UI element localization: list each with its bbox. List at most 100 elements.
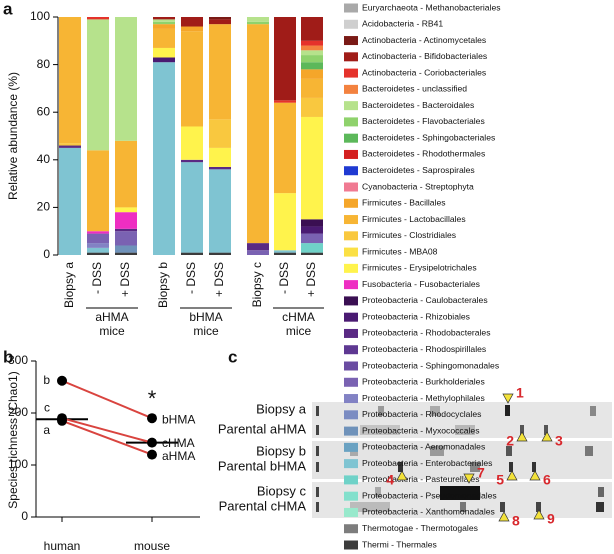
- point-label: b: [43, 373, 50, 387]
- legend-label: Bacteroidetes - unclassified: [362, 84, 467, 94]
- pair-line: [61, 417, 153, 444]
- band-marker: [396, 470, 408, 481]
- bar-segment: [115, 207, 137, 213]
- band-marker: [516, 431, 528, 442]
- band-number: 9: [547, 511, 555, 527]
- bar-segment: [209, 169, 231, 253]
- point-label: bHMA: [162, 412, 195, 426]
- legend-label: Proteobacteria - Burkholderiales: [362, 377, 485, 387]
- bar-segment: [301, 69, 323, 79]
- legend-swatch: [344, 280, 358, 290]
- legend-swatch: [344, 3, 358, 13]
- point-label: cHMA: [162, 436, 195, 450]
- legend-swatch: [344, 182, 358, 192]
- legend-label: Proteobacteria - Rhizobiales: [362, 311, 470, 321]
- bar-segment: [115, 245, 137, 253]
- legend-swatch: [344, 247, 358, 257]
- bar-segment: [153, 57, 175, 63]
- legend-swatch: [344, 540, 358, 550]
- legend-label: Proteobacteria - Aeromonadales: [362, 442, 485, 452]
- legend-swatch: [344, 68, 358, 78]
- band-number: 4: [386, 472, 394, 488]
- bar-segment: [274, 193, 296, 251]
- legend-label: Actinobacteria - Actinomycetales: [362, 35, 486, 45]
- y-tick-label: 20: [37, 200, 51, 214]
- legend-label: Firmicutes - Erysipelotrichales: [362, 263, 477, 273]
- bar-segment: [87, 19, 109, 151]
- bar-segment: [301, 219, 323, 227]
- legend-swatch: [344, 19, 358, 29]
- legend-swatch: [344, 149, 358, 159]
- y-axis-label: Species richness (Chao1): [6, 371, 20, 508]
- bar-segment: [247, 250, 269, 255]
- legend-label: Proteobacteria - Caulobacterales: [362, 295, 488, 305]
- panel-letter: a: [3, 0, 13, 18]
- bar-segment: [181, 17, 203, 27]
- bar-segment: [301, 78, 323, 98]
- band-number: 5: [496, 472, 504, 488]
- bar-segment: [59, 17, 81, 144]
- x-tick-label: Biopsy a: [62, 262, 76, 308]
- bar-segment: [274, 250, 296, 253]
- legend-label: Proteobacteria - Rhodocyclales: [362, 409, 481, 419]
- bar-segment: [301, 252, 323, 255]
- legend-swatch: [344, 84, 358, 94]
- legend-swatch: [344, 394, 358, 404]
- legend-swatch: [344, 263, 358, 273]
- bar-segment: [153, 21, 175, 25]
- group-label: cHMA: [282, 310, 315, 324]
- band-marker: [502, 393, 514, 404]
- bar-segment: [87, 252, 109, 255]
- legend-swatch: [344, 377, 358, 387]
- legend-label: Cyanobacteria - Streptophyta: [362, 181, 474, 191]
- legend-label: Actinobacteria - Bifidobacteriales: [362, 51, 487, 61]
- x-tick-label: - DSS: [90, 262, 104, 294]
- legend-swatch: [344, 328, 358, 338]
- y-tick-label: 80: [37, 57, 51, 71]
- y-tick-label: 40: [37, 152, 51, 166]
- bar-segment: [274, 252, 296, 255]
- legend-swatch: [344, 410, 358, 420]
- legend-swatch: [344, 507, 358, 517]
- legend-swatch: [344, 198, 358, 208]
- legend-swatch: [344, 442, 358, 452]
- legend-label: Firmicutes - Clostridiales: [362, 230, 456, 240]
- bar-segment: [153, 47, 175, 58]
- legend-swatch: [344, 426, 358, 436]
- bar-segment: [59, 147, 81, 255]
- x-tick-label: human: [44, 539, 81, 553]
- bar-segment: [247, 17, 269, 22]
- bar-segment: [181, 252, 203, 255]
- bar-segment: [153, 24, 175, 29]
- significance: *: [148, 386, 157, 411]
- legend-label: Proteobacteria - Pseudomonadales: [362, 490, 497, 500]
- point-label: aHMA: [162, 449, 195, 463]
- y-tick-label: 60: [37, 104, 51, 118]
- point-label: a: [43, 423, 50, 437]
- bar-segment: [181, 162, 203, 253]
- legend-label: Thermi - Thermales: [362, 539, 437, 549]
- point: [57, 413, 67, 424]
- legend-swatch: [344, 215, 358, 225]
- legend-label: Proteobacteria - Sphingomonadales: [362, 360, 499, 370]
- bar-segment: [301, 226, 323, 234]
- legend-label: Proteobacteria - Enterobacteriales: [362, 458, 492, 468]
- bar-segment: [301, 55, 323, 63]
- band-marker: [463, 473, 475, 484]
- band-number: 8: [512, 513, 520, 529]
- bar-segment: [181, 159, 203, 163]
- gel-image: [312, 402, 612, 518]
- x-tick-label: - DSS: [184, 262, 198, 294]
- lane-label: Biopsy a: [256, 401, 307, 416]
- point: [147, 413, 157, 424]
- legend-swatch: [344, 52, 358, 62]
- bar-segment: [153, 17, 175, 20]
- lane-label: Parental cHMA: [219, 498, 307, 513]
- lane-label: Biopsy b: [256, 443, 306, 458]
- lane-label: Parental aHMA: [218, 421, 306, 436]
- legend-label: Proteobacteria - Myxococcales: [362, 425, 480, 435]
- y-tick-label: 300: [8, 353, 28, 367]
- legend-label: Proteobacteria - Methylophilales: [362, 393, 485, 403]
- bar-segment: [153, 28, 175, 48]
